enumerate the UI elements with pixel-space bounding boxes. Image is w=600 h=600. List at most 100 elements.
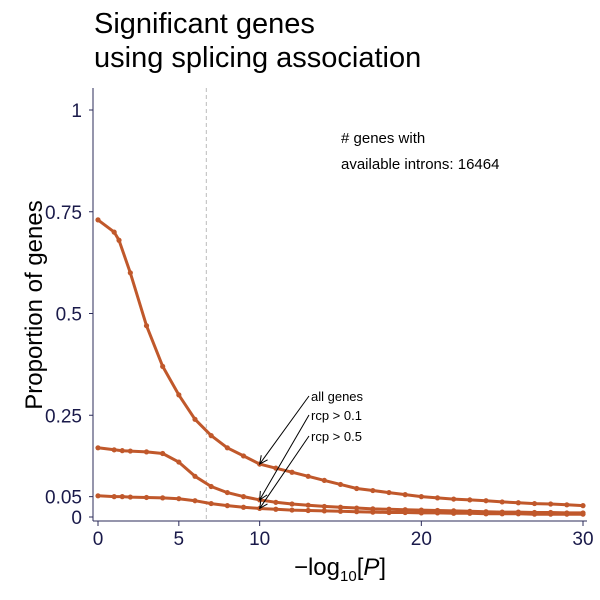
series-3-point: [548, 511, 554, 517]
series-1-point: [337, 481, 344, 488]
arrow-head-3: [259, 499, 268, 510]
series-label-2: rcp > 0.1: [311, 408, 362, 423]
annotation-line-2: available introns: 16464: [341, 156, 500, 173]
series-3-point: [370, 509, 376, 515]
series-1-point: [386, 489, 392, 496]
series-3-point: [499, 511, 505, 517]
series-2-point: [192, 473, 198, 479]
series-2-point: [160, 450, 166, 457]
series-3-point: [289, 507, 295, 513]
series-2-point: [95, 445, 101, 451]
series-3-point: [273, 506, 279, 512]
series-1-point: [160, 363, 166, 370]
series-1-point: [370, 487, 376, 494]
series-1-point: [95, 217, 101, 223]
series-3-point: [143, 494, 150, 501]
series-1-point: [354, 485, 360, 492]
series-3-point: [515, 511, 521, 517]
series-3-point: [580, 511, 586, 517]
series-1-point: [111, 229, 117, 235]
arrows-group: [258, 395, 310, 510]
series-2-point: [143, 449, 150, 455]
x-tick-label: 5: [174, 529, 185, 550]
arrow-line-2: [259, 414, 310, 501]
arrow-line-3: [259, 435, 310, 509]
series-2-point: [337, 504, 344, 510]
series-1-point: [434, 495, 441, 501]
series-1-point: [515, 500, 521, 506]
series-1-point: [321, 477, 327, 483]
series-3-point: [160, 495, 166, 501]
series-2-point: [176, 459, 182, 465]
series-label-1: all genes: [311, 389, 364, 404]
series-1-point: [467, 497, 473, 503]
series-3-point: [483, 511, 489, 517]
series-line-1: [97, 218, 584, 508]
series-3-point: [240, 504, 247, 510]
series-1-point: [143, 323, 150, 329]
arrow-head-2: [259, 490, 268, 501]
x-label-close: ]: [379, 554, 387, 582]
series-1-point: [451, 496, 457, 502]
series-3-point: [434, 510, 441, 516]
x-axis-label: −log10[P]: [294, 556, 386, 584]
series-group: [95, 217, 586, 517]
series-3-point: [386, 509, 392, 516]
series-1-point: [192, 416, 198, 422]
series-3-point: [467, 510, 473, 516]
series-2-point: [289, 501, 295, 507]
series-3-point: [95, 493, 101, 499]
chart-title-line-2: using splicing association: [94, 42, 422, 74]
series-3-point: [127, 494, 133, 500]
y-tick-label: 0.05: [45, 488, 82, 509]
x-tick-label: 0: [93, 529, 104, 550]
series-3-point: [531, 511, 538, 517]
series-2-point: [208, 483, 214, 490]
series-1-point: [127, 270, 133, 276]
series-3-point: [224, 503, 230, 509]
x-tick-label: 10: [249, 529, 270, 550]
chart-title-line-1: Significant genes: [94, 8, 315, 40]
series-1-point: [418, 494, 424, 500]
series-1-point: [483, 498, 489, 504]
series-2-point: [321, 503, 327, 510]
series-2-point: [119, 448, 125, 454]
series-2-point: [305, 502, 311, 508]
series-label-3: rcp > 0.5: [311, 429, 362, 444]
x-label-var: P: [363, 554, 380, 582]
series-2-point: [273, 499, 279, 505]
series-2-point: [127, 448, 133, 454]
series-2-point: [354, 505, 360, 511]
series-1-point: [499, 499, 505, 505]
series-3-point: [451, 510, 457, 516]
x-label-prefix: −log: [293, 554, 340, 582]
series-3-point: [208, 500, 214, 507]
series-3-point: [119, 494, 125, 500]
series-1-point: [208, 433, 214, 439]
x-label-subscript: 10: [340, 567, 357, 585]
series-1-point: [116, 237, 122, 243]
series-3-point: [402, 509, 408, 516]
y-tick-label: 0.5: [56, 305, 82, 326]
x-tick-label: 30: [572, 529, 593, 550]
y-axis-label: Proportion of genes: [21, 200, 48, 410]
series-3-point: [418, 510, 424, 516]
series-1-point: [531, 500, 538, 507]
series-3-point: [321, 508, 327, 514]
series-1-point: [580, 503, 586, 509]
series-1-point: [564, 502, 570, 508]
series-3-point: [337, 508, 344, 514]
y-tick-label: 0.25: [45, 406, 82, 427]
series-2-point: [240, 494, 247, 500]
series-line-3: [97, 494, 583, 516]
y-tick-label: 0.75: [45, 203, 82, 224]
series-3-point: [564, 511, 570, 517]
series-line-2: [97, 446, 583, 515]
series-3-point: [111, 494, 117, 500]
series-2-point: [224, 489, 230, 496]
series-1-point: [289, 469, 295, 475]
series-3-point: [305, 507, 311, 514]
series-2-point: [111, 447, 117, 453]
